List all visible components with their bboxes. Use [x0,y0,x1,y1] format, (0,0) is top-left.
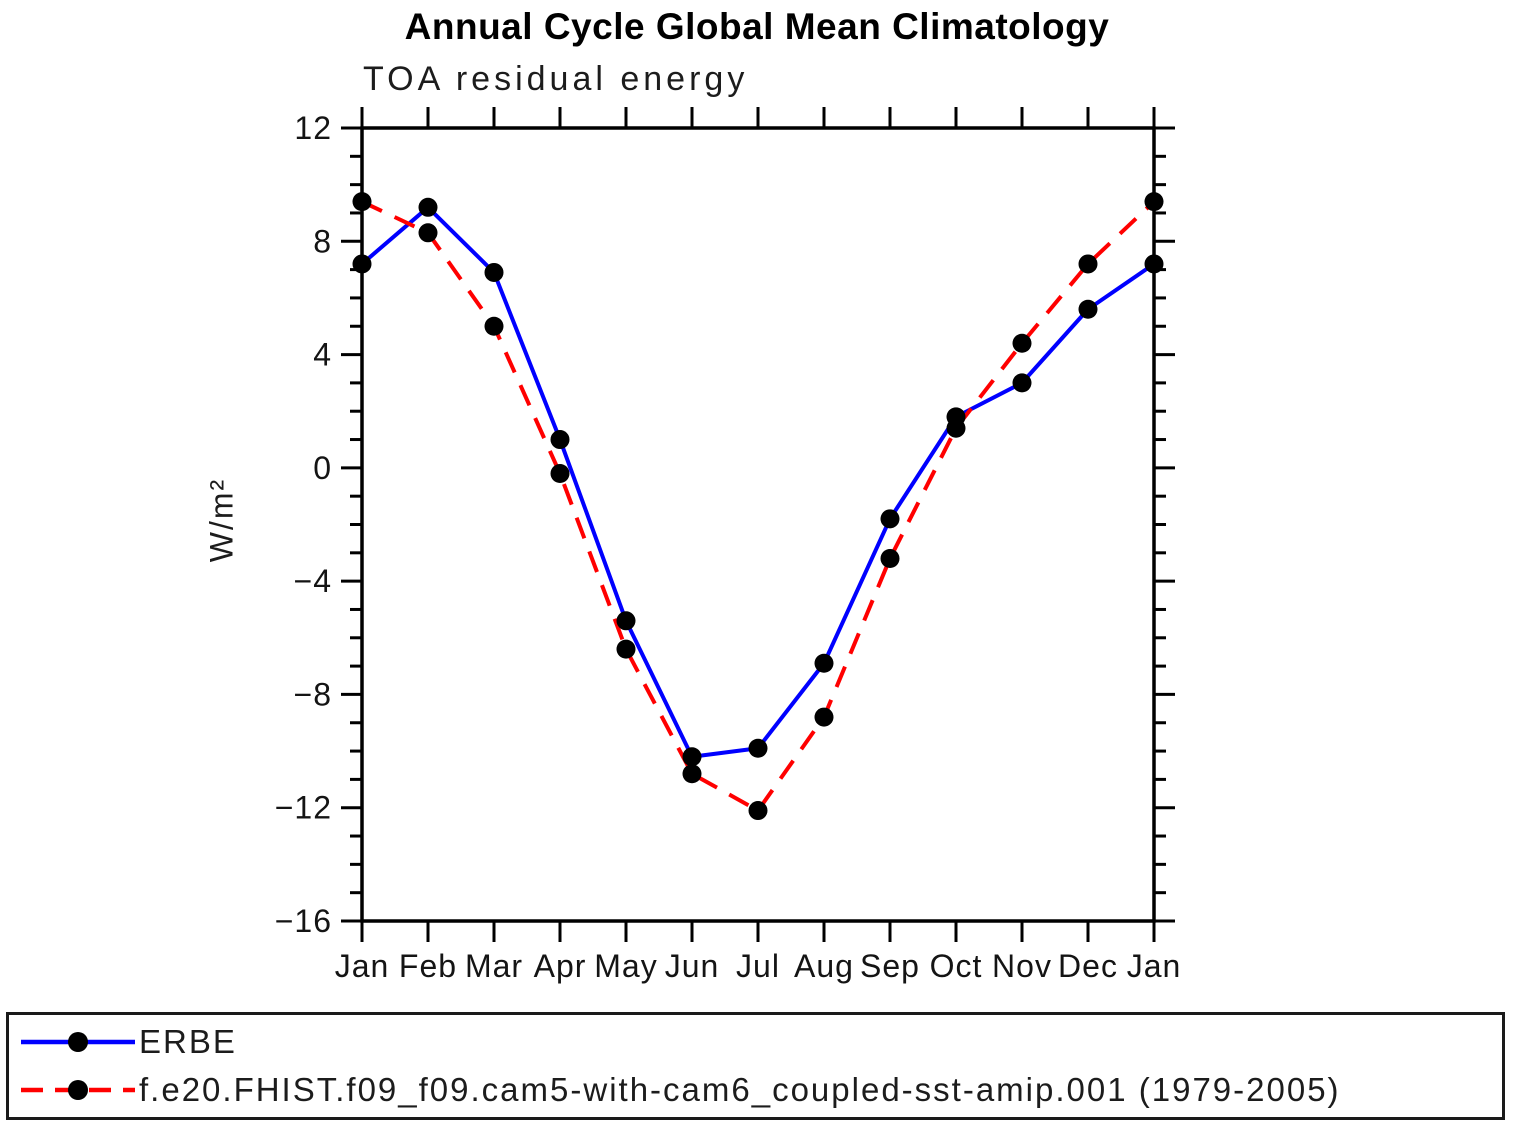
x-axis-tick-label: Nov [992,948,1052,984]
series-marker-1 [682,764,702,784]
series-marker-1 [484,316,504,336]
series-marker-0 [814,653,834,673]
series-marker-1 [418,223,438,243]
series-marker-0 [616,611,636,631]
legend-line-sample-icon [21,1031,135,1052]
x-axis-tick-label: Aug [794,948,854,984]
legend-item: ERBE [9,1020,1502,1064]
series-line-1 [361,199,1156,813]
y-axis-tick-label: 0 [313,450,332,486]
series-marker-0 [1144,254,1164,274]
series-marker-0 [418,197,438,217]
legend-label: ERBE [139,1022,237,1060]
chart-title: Annual Cycle Global Mean Climatology [404,6,1110,47]
y-axis-tick-label: 4 [313,337,332,373]
series-marker-1 [748,801,768,821]
x-axis-tick-label: Apr [534,948,587,984]
x-axis-tick-label: Jan [335,948,390,984]
series-marker-1 [550,464,570,484]
series-marker-1 [352,192,372,212]
series-marker-0 [682,747,702,767]
legend-line-sample-icon [21,1080,135,1101]
x-axis-tick-label: Oct [930,948,983,984]
series-marker-0 [1012,373,1032,393]
x-axis-tick-label: Dec [1058,948,1118,984]
series-marker-0 [880,509,900,529]
x-axis-tick-label: Jan [1127,948,1182,984]
series-marker-0 [484,262,504,282]
y-axis-tick-label: 8 [313,223,332,259]
legend-label: f.e20.FHIST.f09_f09.cam5-with-cam6_coupl… [139,1071,1341,1109]
series-marker-0 [550,430,570,450]
series-marker-0 [352,254,372,274]
series-marker-1 [1078,254,1098,274]
y-axis-tick-label: −8 [294,676,332,712]
x-axis-tick-label: Jun [665,948,720,984]
series-marker-1 [946,418,966,438]
series-marker-0 [748,738,768,758]
x-axis-tick-label: Feb [399,948,457,984]
series-marker-1 [814,707,834,727]
y-axis-tick-label: −12 [275,790,332,826]
x-axis-tick-label: May [594,948,657,984]
series-marker-1 [1012,333,1032,353]
chart-subtitle: TOA residual energy [363,60,749,98]
x-axis-tick-label: Jul [736,948,780,984]
series-line-0 [360,205,1156,759]
series-marker-1 [616,639,636,659]
legend: ERBE f.e20.FHIST.f09_f09.cam5-with-cam6_c… [6,1012,1505,1120]
series-marker-1 [1144,192,1164,212]
x-axis-tick-label: Sep [860,948,920,984]
y-axis-tick-label: −16 [275,903,332,939]
y-axis-tick-label: 12 [294,110,332,146]
y-axis-tick-label: −4 [294,563,332,599]
x-axis-tick-label: Mar [465,948,523,984]
series-marker-0 [1078,299,1098,319]
legend-item: f.e20.FHIST.f09_f09.cam5-with-cam6_coupl… [9,1068,1502,1112]
series-marker-1 [880,548,900,568]
